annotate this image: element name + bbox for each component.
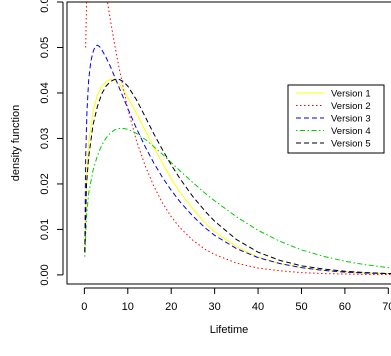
legend-label: Version 3 xyxy=(331,114,371,125)
series-line-2 xyxy=(85,2,391,275)
x-tick-label: 70 xyxy=(382,301,391,313)
x-tick-label: 10 xyxy=(122,301,134,313)
y-tick-label: 0.03 xyxy=(39,128,51,149)
x-tick-label: 40 xyxy=(252,301,264,313)
series-line-4 xyxy=(84,127,391,269)
plot-frame xyxy=(66,1,391,285)
legend-label: Version 2 xyxy=(331,101,371,112)
legend-label: Version 5 xyxy=(331,139,371,150)
x-tick-label: 50 xyxy=(295,301,307,313)
x-tick-label: 0 xyxy=(81,301,87,313)
series-line-3 xyxy=(84,44,391,275)
y-tick-label: 0.00 xyxy=(39,264,51,285)
x-tick-label: 60 xyxy=(339,301,351,313)
x-axis: 0 10 20 30 40 50 60 70 xyxy=(81,287,391,313)
y-tick-label: 0.02 xyxy=(39,173,51,194)
y-axis-title: density function xyxy=(10,105,22,181)
x-tick-label: 20 xyxy=(165,301,177,313)
y-tick-label: 0.01 xyxy=(39,219,51,240)
legend-box xyxy=(287,84,385,154)
y-tick-label: 0.05 xyxy=(39,37,51,58)
legend-label: Version 4 xyxy=(331,126,371,137)
series-line-5 xyxy=(84,78,391,275)
y-tick-label: 0.06 xyxy=(39,0,51,13)
x-axis-title: Lifetime xyxy=(210,324,249,336)
y-axis: 0.00 0.01 0.02 0.03 0.04 0.05 0.06 xyxy=(39,0,64,286)
x-tick-label: 30 xyxy=(209,301,221,313)
series-lines xyxy=(84,2,391,275)
legend-label: Version 1 xyxy=(331,89,371,100)
y-tick-label: 0.04 xyxy=(39,82,51,103)
